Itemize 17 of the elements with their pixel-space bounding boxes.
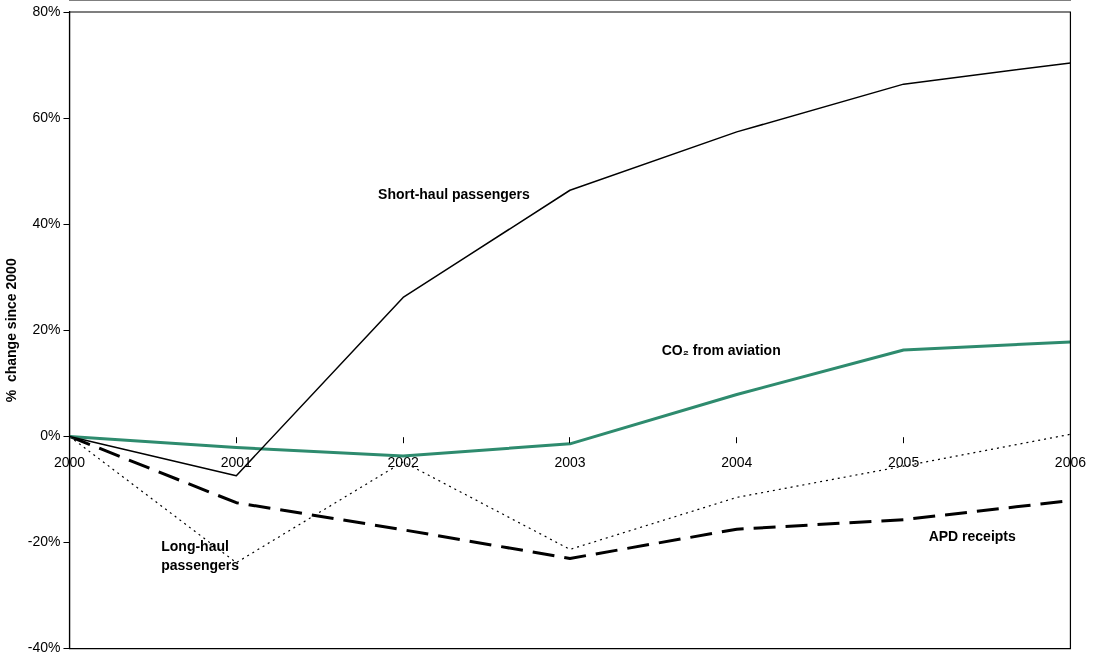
series-label: Short-haul passengers — [378, 185, 531, 202]
y-tick-label: -40% — [27, 639, 61, 656]
y-tick-label: 40% — [32, 215, 61, 232]
series-label: CO₂ from aviation — [661, 342, 781, 359]
x-tick-label: 2002 — [387, 453, 419, 470]
series-label: Long-haul passengers — [161, 537, 240, 573]
x-tick-label: 2005 — [888, 453, 920, 470]
y-tick-label: 80% — [32, 2, 61, 19]
x-tick-label: 2001 — [220, 453, 253, 470]
y-axis-title: % change since 2000 — [3, 258, 20, 403]
y-tick-label: 20% — [32, 321, 61, 338]
y-tick-label: 60% — [32, 108, 61, 125]
y-tick-label: 0% — [40, 427, 61, 444]
y-tick-label: -20% — [27, 533, 61, 550]
x-tick-label: 2003 — [554, 453, 586, 470]
series-label: APD receipts — [928, 528, 1016, 545]
x-tick-label: 2004 — [721, 453, 753, 470]
